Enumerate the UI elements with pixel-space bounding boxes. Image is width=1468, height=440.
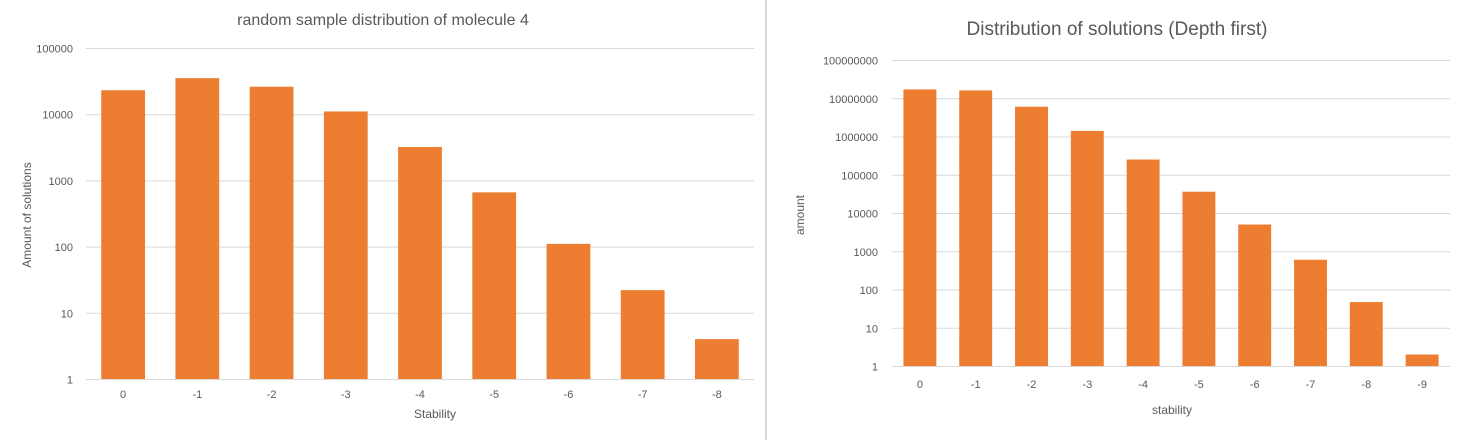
chart-title: Distribution of solutions (Depth first) bbox=[967, 19, 1268, 40]
bars bbox=[903, 89, 1439, 366]
bar bbox=[1238, 224, 1272, 366]
bar bbox=[1070, 130, 1104, 366]
y-tick-label: 100 bbox=[55, 242, 73, 254]
x-tick-label: -7 bbox=[1306, 379, 1316, 391]
bar bbox=[1015, 106, 1048, 366]
bar bbox=[1349, 302, 1383, 366]
bar bbox=[959, 90, 993, 366]
bars bbox=[101, 78, 739, 380]
y-tick-label: 10000000 bbox=[829, 94, 878, 106]
x-tick-label: -5 bbox=[1194, 379, 1204, 391]
x-tick-label: -6 bbox=[1250, 379, 1260, 391]
x-tick-label: -4 bbox=[415, 389, 425, 401]
x-axis-title: stability bbox=[1152, 403, 1192, 417]
y-tick-label: 100000000 bbox=[823, 56, 878, 68]
chart-panel-right: Distribution of solutions (Depth first) … bbox=[767, 0, 1468, 440]
bar bbox=[472, 192, 517, 379]
y-tick-label: 1 bbox=[872, 362, 878, 374]
x-tick-label: -5 bbox=[489, 389, 499, 401]
y-tick-label: 10000 bbox=[847, 209, 878, 221]
bar bbox=[323, 111, 368, 379]
x-tick-label: -2 bbox=[1027, 379, 1037, 391]
bar bbox=[546, 243, 591, 379]
chart-right: Distribution of solutions (Depth first) … bbox=[793, 19, 1450, 417]
y-axis-title: Amount of solutions bbox=[20, 162, 34, 267]
bar bbox=[620, 290, 665, 379]
chart-left: random sample distribution of molecule 4… bbox=[20, 12, 754, 421]
y-tick-label: 10 bbox=[61, 308, 73, 320]
bar bbox=[249, 86, 294, 380]
y-tick-label: 1000000 bbox=[835, 132, 878, 144]
bar bbox=[1294, 259, 1327, 366]
y-tick-label: 1000 bbox=[49, 176, 73, 188]
x-tick-label: -8 bbox=[1361, 379, 1371, 391]
y-tick-label: 1 bbox=[67, 375, 73, 387]
tick-labels: 1 10 100 1000 10000 100000 0 -1 -2 -3 -4 -5 -6 -7 -8 bbox=[36, 44, 721, 402]
x-tick-label: 0 bbox=[120, 389, 126, 401]
y-tick-label: 100000 bbox=[36, 44, 73, 56]
tick-labels: 1 10 100 1000 10000 100000 1000000 10000000 1000… bbox=[823, 56, 1427, 392]
y-tick-label: 10 bbox=[866, 323, 878, 335]
x-tick-label: -1 bbox=[192, 389, 202, 401]
x-tick-label: -8 bbox=[712, 389, 722, 401]
bar bbox=[1182, 191, 1216, 366]
chart-title: random sample distribution of molecule 4 bbox=[237, 12, 529, 29]
x-tick-label: -3 bbox=[341, 389, 351, 401]
bar bbox=[903, 89, 937, 366]
y-tick-label: 10000 bbox=[42, 110, 73, 122]
x-tick-label: -6 bbox=[564, 389, 574, 401]
x-tick-label: 0 bbox=[917, 379, 923, 391]
y-axis-title: amount bbox=[793, 194, 807, 235]
y-tick-label: 100 bbox=[860, 285, 878, 297]
x-tick-label: -7 bbox=[638, 389, 648, 401]
bar bbox=[398, 146, 442, 379]
chart-panel-left: random sample distribution of molecule 4… bbox=[20, 0, 767, 440]
x-tick-label: -2 bbox=[267, 389, 277, 401]
x-tick-label: -1 bbox=[971, 379, 981, 391]
bar bbox=[1405, 354, 1439, 366]
bar bbox=[1126, 159, 1160, 366]
x-tick-label: -9 bbox=[1417, 379, 1427, 391]
y-tick-label: 1000 bbox=[854, 247, 878, 259]
x-tick-label: -4 bbox=[1138, 379, 1148, 391]
bar bbox=[101, 90, 146, 380]
x-axis-title: Stability bbox=[414, 407, 456, 421]
bar bbox=[175, 78, 220, 380]
bar bbox=[694, 339, 739, 379]
y-tick-label: 100000 bbox=[841, 170, 878, 182]
x-tick-label: -3 bbox=[1082, 379, 1092, 391]
